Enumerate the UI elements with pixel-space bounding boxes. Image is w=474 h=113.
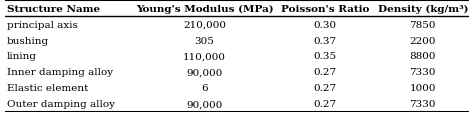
Text: 7850: 7850: [410, 20, 436, 29]
Text: 110,000: 110,000: [183, 52, 226, 61]
Text: 8800: 8800: [410, 52, 436, 61]
Text: 0.27: 0.27: [314, 84, 337, 93]
Text: 1000: 1000: [410, 84, 436, 93]
Text: Elastic element: Elastic element: [7, 84, 89, 93]
Text: 6: 6: [201, 84, 208, 93]
Text: Young's Modulus (MPa): Young's Modulus (MPa): [136, 5, 273, 14]
Text: 0.30: 0.30: [314, 20, 337, 29]
Text: 305: 305: [194, 36, 214, 45]
Text: 2200: 2200: [410, 36, 436, 45]
Text: 90,000: 90,000: [186, 68, 223, 77]
Text: Poisson's Ratio: Poisson's Ratio: [281, 5, 369, 13]
Text: 0.35: 0.35: [314, 52, 337, 61]
Text: Outer damping alloy: Outer damping alloy: [7, 100, 115, 108]
Text: Density (kg/m³): Density (kg/m³): [378, 5, 468, 14]
Text: 90,000: 90,000: [186, 100, 223, 108]
Text: 7330: 7330: [410, 68, 436, 77]
Text: 0.27: 0.27: [314, 100, 337, 108]
Text: 210,000: 210,000: [183, 20, 226, 29]
Text: 0.37: 0.37: [314, 36, 337, 45]
Text: 0.27: 0.27: [314, 68, 337, 77]
Text: 7330: 7330: [410, 100, 436, 108]
Text: bushing: bushing: [7, 36, 49, 45]
Text: lining: lining: [7, 52, 37, 61]
Text: principal axis: principal axis: [7, 20, 78, 29]
Text: Inner damping alloy: Inner damping alloy: [7, 68, 113, 77]
Text: Structure Name: Structure Name: [7, 5, 100, 13]
